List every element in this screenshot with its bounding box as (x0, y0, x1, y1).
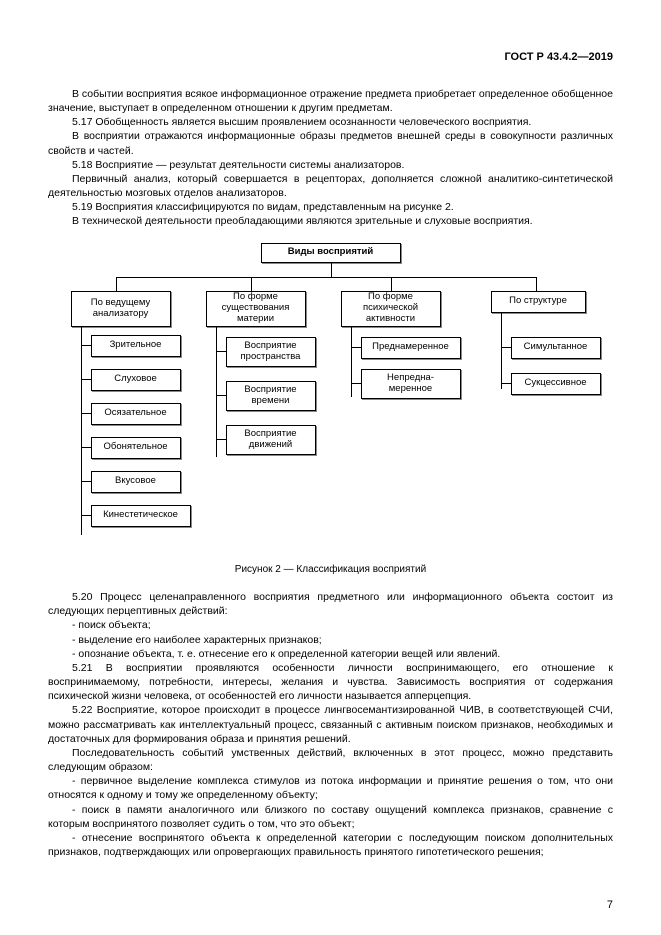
list-item: - поиск объекта; (48, 618, 613, 632)
diagram-col2-head: По форме существования материи (206, 291, 306, 327)
diagram-node: Кинестетическое (91, 505, 191, 527)
paragraph: 5.20 Процесс целенаправленного восприяти… (48, 590, 613, 618)
page-number: 7 (607, 898, 613, 913)
diagram-node: Слуховое (91, 369, 181, 391)
paragraph: В событии восприятия всякое информационн… (48, 87, 613, 115)
document-number: ГОСТ Р 43.4.2—2019 (48, 50, 613, 65)
list-item: - поиск в памяти аналогичного или близко… (48, 803, 613, 831)
paragraph: Первичный анализ, который совершается в … (48, 172, 613, 200)
diagram-node: Осязательное (91, 403, 181, 425)
list-item: - опознание объекта, т. е. отнесение его… (48, 647, 613, 661)
document-page: ГОСТ Р 43.4.2—2019 В событии восприятия … (0, 0, 661, 935)
paragraph: 5.18 Восприятие — результат деятельности… (48, 158, 613, 172)
diagram-node: Обонятельное (91, 437, 181, 459)
list-item: - выделение его наиболее характерных при… (48, 633, 613, 647)
diagram-col4-head: По структуре (491, 291, 586, 313)
paragraph: 5.21 В восприятии проявляются особенност… (48, 661, 613, 704)
diagram-node: Симультанное (511, 337, 601, 359)
diagram-node: Зрительное (91, 335, 181, 357)
diagram-node: Преднамеренное (361, 337, 461, 359)
diagram-node: Восприятие времени (226, 381, 316, 411)
list-item: - первичное выделение комплекса стимулов… (48, 774, 613, 802)
paragraph: 5.19 Восприятия классифицируются по вида… (48, 200, 613, 214)
diagram-node: Восприятие движений (226, 425, 316, 455)
diagram-col1-head: По ведущему анализатору (71, 291, 171, 327)
list-item: - отнесение воспринятого объекта к опред… (48, 831, 613, 859)
diagram-node: Сукцессивное (511, 373, 601, 395)
paragraph: Последовательность событий умственных де… (48, 746, 613, 774)
paragraph: В восприятии отражаются информационные о… (48, 129, 613, 157)
diagram-node: Восприятие пространства (226, 337, 316, 367)
diagram-node: Вкусовое (91, 471, 181, 493)
paragraph: В технической деятельности преобладающим… (48, 214, 613, 228)
diagram-root-node: Виды восприятий (261, 243, 401, 263)
figure-caption: Рисунок 2 — Классификация восприятий (48, 563, 613, 577)
diagram-col3-head: По форме психической активности (341, 291, 441, 327)
paragraph: 5.17 Обобщенность является высшим проявл… (48, 115, 613, 129)
diagram-node: Непредна-меренное (361, 369, 461, 399)
classification-diagram: Виды восприятий По ведущему анализатору … (61, 243, 601, 553)
paragraph: 5.22 Восприятие, которое происходит в пр… (48, 703, 613, 746)
